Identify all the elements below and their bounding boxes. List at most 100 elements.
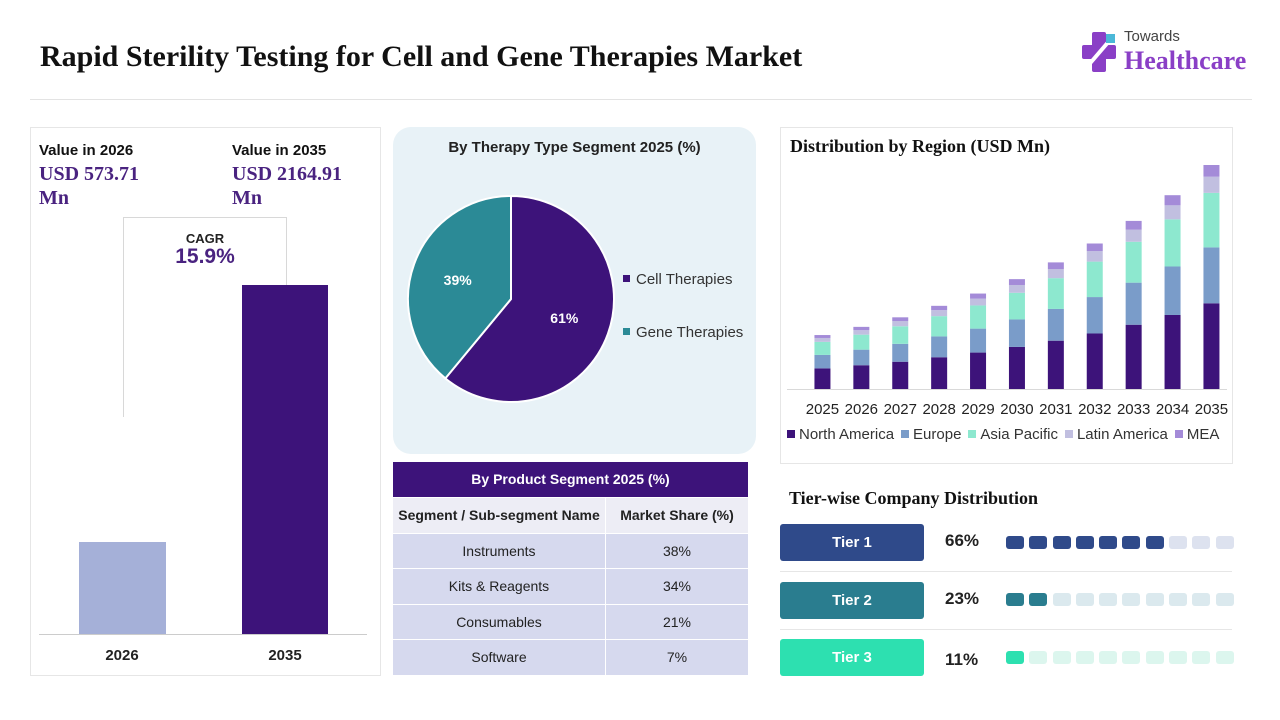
region-bar-segment-europe: [814, 354, 831, 369]
tier-3-dot-meter: [1006, 651, 1239, 664]
tier-meter-dot: [1169, 651, 1188, 664]
region-bar-segment-asia-pacific: [892, 326, 909, 344]
table-cell-segment: Kits & Reagents: [393, 569, 606, 604]
region-bar-segment-latin-america: [931, 310, 948, 317]
region-bar-segment-mea: [970, 293, 987, 299]
tier-meter-dot: [1075, 593, 1094, 606]
region-bar-segment-north-america: [892, 361, 909, 389]
tier-3-percent: 11%: [945, 650, 979, 669]
tier-divider: [780, 571, 1232, 572]
tier-meter-dot: [1099, 651, 1118, 664]
logo-text-healthcare: Healthcare: [1124, 46, 1247, 75]
region-bar-segment-asia-pacific: [1086, 261, 1103, 298]
legend-swatch: [1174, 430, 1183, 439]
value-2035-amount-line1: USD 2164.91: [232, 163, 343, 185]
value-2035-amount: USD 2164.91 Mn: [232, 162, 342, 210]
value-chart-axis: [39, 634, 367, 635]
tier-section-title: Tier-wise Company Distribution: [789, 488, 1039, 508]
table-column-header: Market Share (%): [606, 498, 748, 533]
tier-meter-dot: [1215, 593, 1234, 606]
table-cell-segment: Software: [393, 640, 606, 675]
region-bar-segment-europe: [1203, 247, 1220, 304]
region-year-tick-label: 2035: [1195, 401, 1228, 418]
tier-meter-dot: [1145, 593, 1164, 606]
region-distribution-panel: Distribution by Region (USD Mn) 2025 2026…: [780, 127, 1233, 464]
region-bar-segment-north-america: [1008, 346, 1025, 389]
region-year-tick-label: 2029: [961, 401, 994, 418]
tier-meter-dot: [1099, 536, 1118, 549]
tier-1-percent: 66%: [945, 531, 980, 550]
region-bar-segment-europe: [1008, 319, 1025, 347]
pie-legend-swatch: [623, 274, 630, 282]
tier-meter-dot: [1006, 593, 1024, 606]
region-year-tick-label: 2025: [806, 401, 839, 418]
value-2035-amount-unit: Mn: [232, 187, 262, 209]
region-bar-segment-asia-pacific: [1164, 219, 1181, 267]
region-bar-segment-europe: [853, 349, 870, 366]
tier-meter-dot: [1122, 593, 1141, 606]
region-bar-segment-asia-pacific: [1203, 192, 1220, 248]
value-bar-2026: [79, 541, 166, 634]
region-bar-segment-asia-pacific: [853, 334, 870, 350]
region-bar-segment-europe: [931, 336, 948, 358]
region-year-tick-label: 2031: [1039, 401, 1072, 418]
value-chart-year-2026: 2026: [105, 647, 139, 664]
table-cell-segment: Consumables: [393, 604, 606, 640]
table-header-row: Segment / Sub-segment Name Market Share …: [393, 497, 748, 533]
tier-meter-dot: [1006, 536, 1024, 549]
tier-meter-dot: [1052, 536, 1071, 549]
table-cell-share: 38%: [606, 533, 748, 569]
region-bar-segment-mea: [1086, 243, 1103, 252]
tier-divider: [780, 629, 1232, 630]
value-2026-amount-unit: Mn: [39, 187, 69, 209]
brand-logo: Towards Healthcare: [1080, 26, 1260, 82]
tier-meter-dot: [1075, 536, 1094, 549]
tier-meter-dot: [1145, 536, 1164, 549]
region-year-tick-label: 2032: [1078, 401, 1111, 418]
therapy-pie-chart: 61% 39%: [407, 194, 615, 403]
table-row: Software 7%: [393, 639, 748, 675]
tier-meter-dot: [1215, 651, 1234, 664]
legend-label: North America: [799, 426, 895, 443]
region-bar-segment-north-america: [931, 357, 948, 389]
region-bar-segment-mea: [892, 317, 909, 322]
pie-legend-label: Gene Therapies: [636, 324, 744, 341]
tier-meter-dot: [1192, 651, 1211, 664]
tier-meter-dot: [1029, 593, 1048, 606]
region-bar-segment-europe: [892, 343, 909, 362]
region-bar-segment-north-america: [1164, 314, 1181, 389]
tier-meter-dot: [1122, 651, 1141, 664]
table-row: Consumables 21%: [393, 603, 748, 640]
region-bar-segment-north-america: [1086, 333, 1103, 389]
region-bar-segment-europe: [1086, 297, 1103, 334]
region-bar-segment-latin-america: [1203, 176, 1220, 193]
tier-2-badge: Tier 2: [780, 582, 924, 619]
market-value-panel: Value in 2026 USD 573.71 Mn Value in 203…: [30, 127, 381, 676]
pie-legend-swatch: [623, 327, 630, 335]
table-cell-share: 7%: [606, 640, 748, 675]
region-bar-segment-north-america: [1047, 340, 1064, 389]
region-bar-segment-europe: [1047, 308, 1064, 341]
pie-data-label: 61%: [550, 310, 579, 326]
legend-swatch: [968, 430, 977, 439]
logo-text-towards: Towards: [1124, 28, 1180, 45]
region-legend-item: Latin America: [1064, 426, 1168, 443]
region-bar-segment-mea: [1125, 220, 1142, 230]
region-bar-segment-latin-america: [853, 330, 870, 335]
region-bar-segment-europe: [970, 328, 987, 353]
pie-slice-cell-therapies: [443, 194, 615, 403]
tier-1-badge: Tier 1: [780, 524, 924, 561]
region-bar-segment-asia-pacific: [931, 316, 948, 337]
table-cell-share: 21%: [606, 604, 748, 640]
tier-3-badge: Tier 3: [780, 639, 924, 676]
region-bar-segment-latin-america: [1047, 269, 1064, 279]
region-bar-segment-north-america: [1203, 303, 1220, 389]
value-chart-year-2035: 2035: [268, 647, 302, 664]
region-legend-item: Europe: [901, 426, 961, 443]
tier-2-percent: 23%: [945, 589, 980, 608]
region-bar-segment-mea: [1164, 195, 1181, 206]
region-year-tick-label: 2028: [922, 401, 955, 418]
page-title: Rapid Sterility Testing for Cell and Gen…: [40, 40, 803, 73]
legend-label: Europe: [913, 426, 962, 443]
tier-meter-dot: [1215, 536, 1234, 549]
